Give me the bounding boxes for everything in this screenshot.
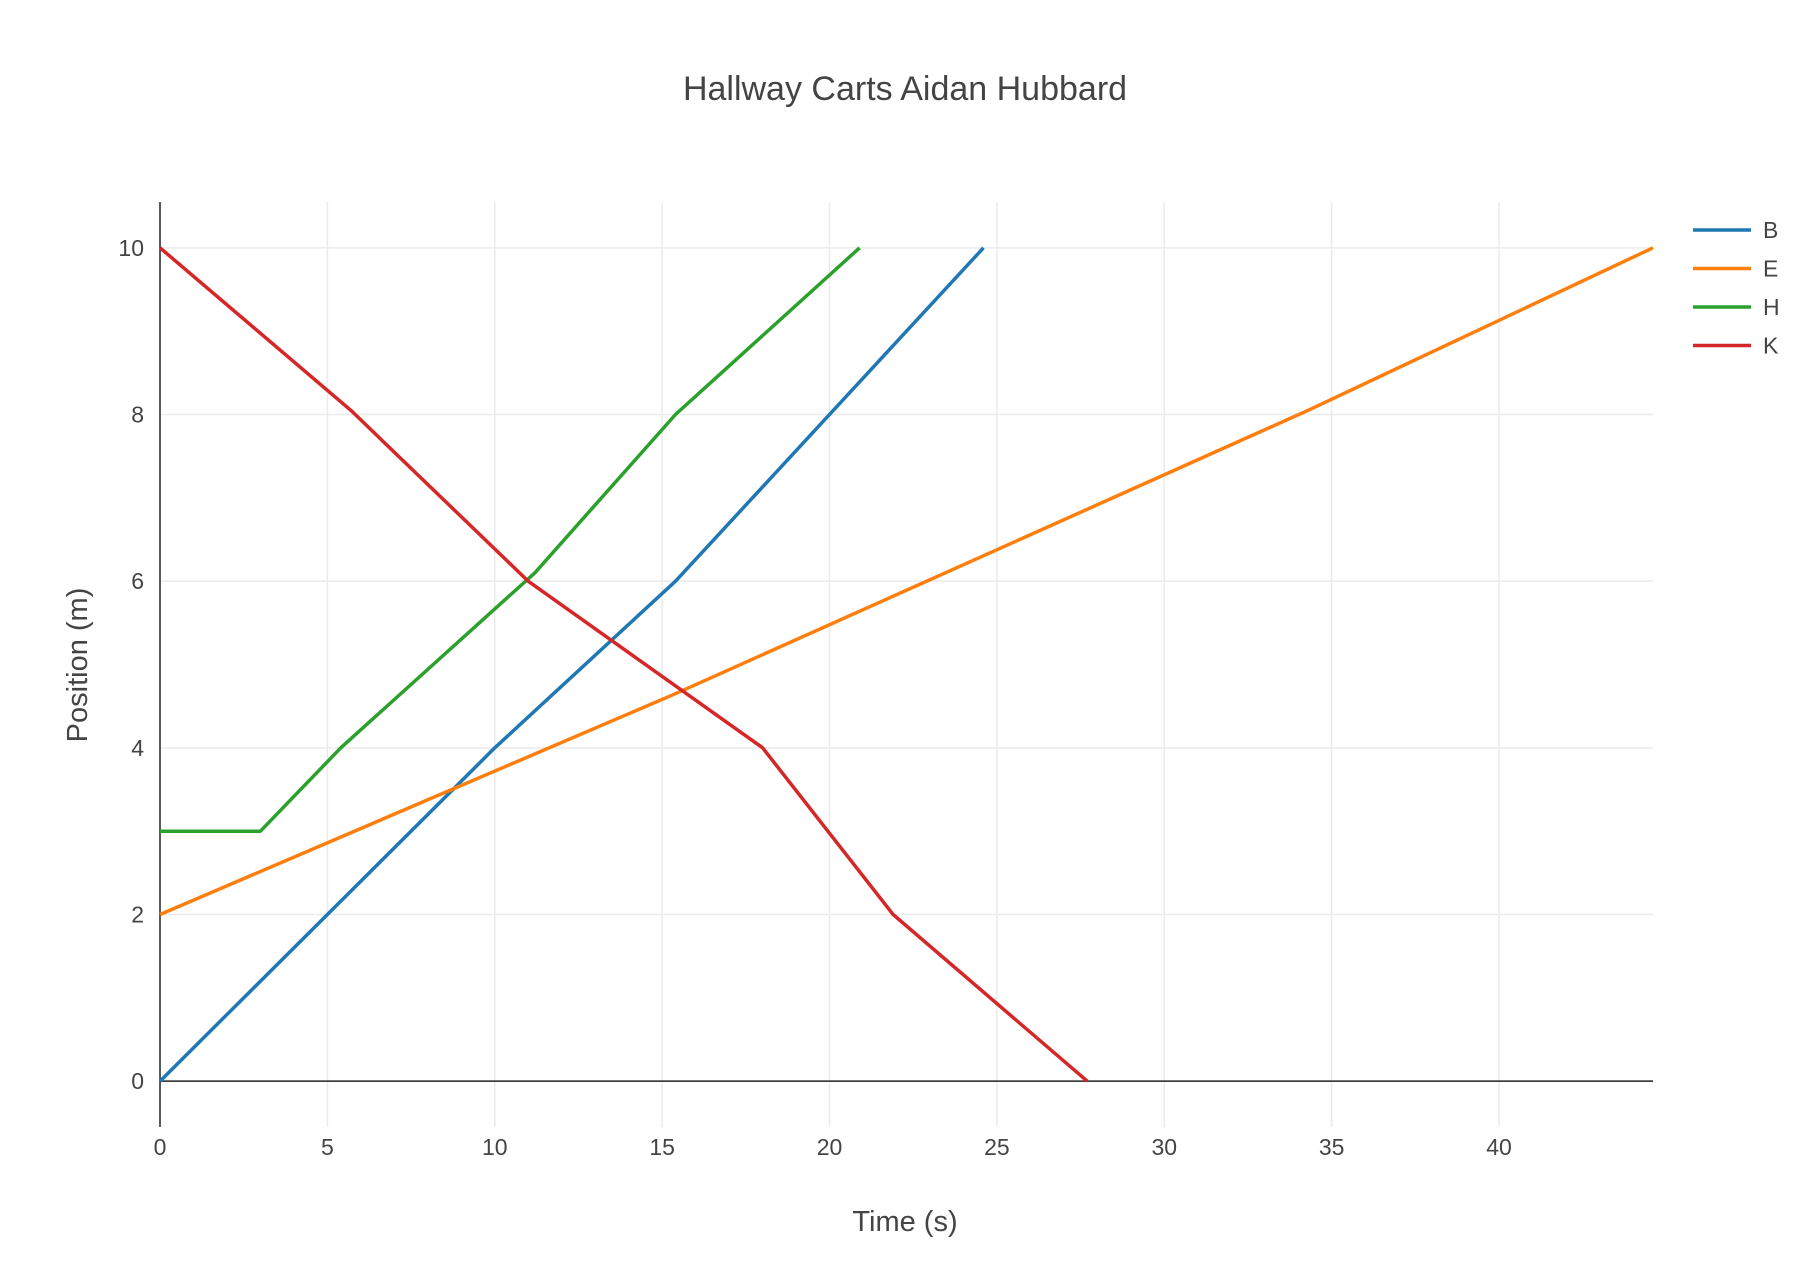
chart-title: Hallway Carts Aidan Hubbard	[683, 70, 1127, 108]
y-tick-label: 4	[131, 735, 144, 761]
x-tick-label: 0	[154, 1134, 167, 1160]
legend-item-h[interactable]: H	[1693, 294, 1780, 320]
series-line-h	[160, 246, 861, 833]
y-tick-label: 0	[131, 1068, 144, 1094]
y-axis-title: Position (m)	[62, 588, 94, 743]
x-tick-label: 10	[482, 1134, 508, 1160]
legend-label: K	[1763, 333, 1779, 359]
x-tick-label: 35	[1319, 1134, 1345, 1160]
x-tick-label: 25	[984, 1134, 1010, 1160]
legend-item-b[interactable]: B	[1693, 217, 1778, 243]
tick-labels: 0 5 10 15 20 25 30 35 40 0 2 4 6 8 10	[118, 235, 1511, 1160]
series-line-b	[158, 246, 985, 1083]
legend-item-k[interactable]: K	[1693, 333, 1779, 359]
y-tick-label: 8	[131, 402, 144, 428]
x-tick-label: 15	[649, 1134, 675, 1160]
legend-label: E	[1763, 256, 1778, 282]
x-tick-label: 30	[1151, 1134, 1177, 1160]
x-tick-label: 40	[1486, 1134, 1512, 1160]
plot-area	[158, 246, 1654, 1083]
axes	[159, 202, 1653, 1127]
y-tick-label: 10	[118, 235, 144, 261]
legend-label: B	[1763, 217, 1778, 243]
y-tick-label: 6	[131, 568, 144, 594]
x-tick-label: 20	[817, 1134, 843, 1160]
legend-label: H	[1763, 294, 1780, 320]
legend-item-e[interactable]: E	[1693, 256, 1778, 282]
series-line-k	[158, 246, 1089, 1083]
y-tick-label: 2	[131, 902, 144, 928]
grid	[160, 202, 1653, 1127]
x-axis-title: Time (s)	[852, 1206, 957, 1238]
series-line-e	[159, 246, 1654, 917]
x-tick-label: 5	[321, 1134, 334, 1160]
